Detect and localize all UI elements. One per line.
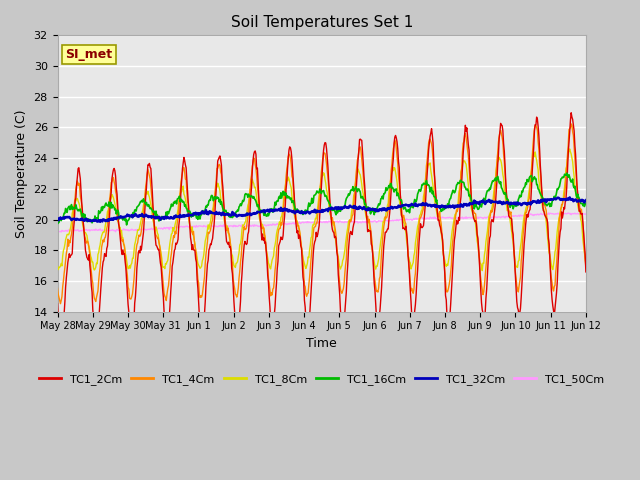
Text: SI_met: SI_met	[65, 48, 113, 61]
Y-axis label: Soil Temperature (C): Soil Temperature (C)	[15, 109, 28, 238]
Legend: TC1_2Cm, TC1_4Cm, TC1_8Cm, TC1_16Cm, TC1_32Cm, TC1_50Cm: TC1_2Cm, TC1_4Cm, TC1_8Cm, TC1_16Cm, TC1…	[35, 369, 609, 389]
Title: Soil Temperatures Set 1: Soil Temperatures Set 1	[230, 15, 413, 30]
X-axis label: Time: Time	[307, 337, 337, 350]
